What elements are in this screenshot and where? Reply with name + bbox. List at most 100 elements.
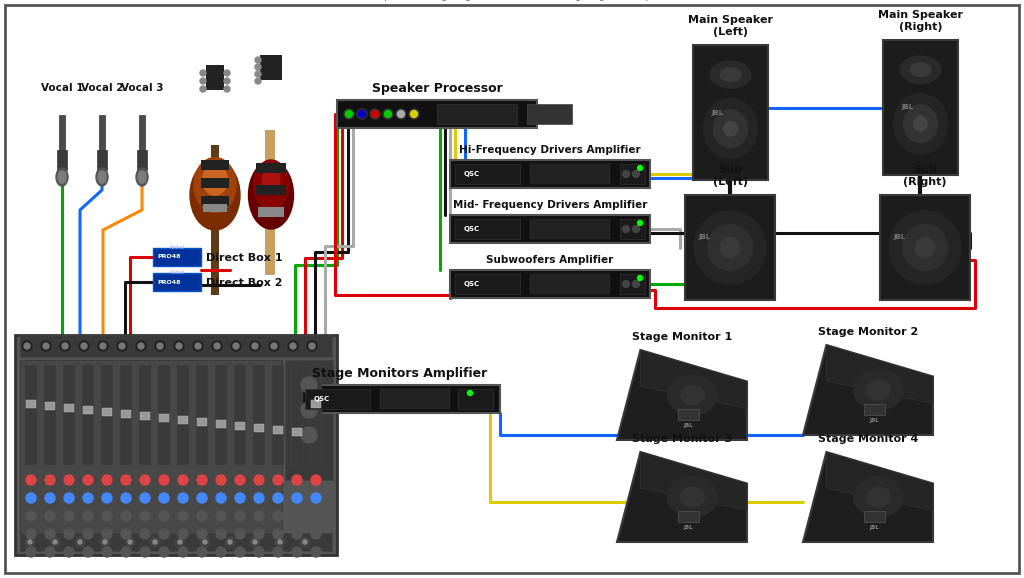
- Circle shape: [638, 165, 642, 171]
- Circle shape: [45, 547, 55, 557]
- Ellipse shape: [190, 160, 240, 230]
- Circle shape: [197, 511, 207, 521]
- Text: Speaker Processor: Speaker Processor: [372, 82, 503, 95]
- Circle shape: [358, 110, 366, 117]
- Circle shape: [176, 343, 182, 349]
- Circle shape: [197, 547, 207, 557]
- Bar: [102, 408, 112, 416]
- Circle shape: [233, 343, 239, 349]
- Bar: [57, 150, 67, 170]
- Text: Vocal 1: Vocal 1: [41, 83, 83, 93]
- Bar: [63, 365, 75, 465]
- Bar: [101, 365, 113, 465]
- Circle shape: [102, 475, 112, 485]
- Text: JBL: JBL: [684, 423, 693, 428]
- Circle shape: [26, 511, 36, 521]
- Text: QSC: QSC: [464, 226, 480, 232]
- Bar: [620, 219, 645, 239]
- Circle shape: [214, 343, 220, 349]
- Text: Vocal 2: Vocal 2: [81, 83, 123, 93]
- Circle shape: [255, 64, 261, 70]
- Circle shape: [22, 341, 32, 351]
- Bar: [234, 422, 245, 430]
- Bar: [120, 365, 132, 465]
- Circle shape: [28, 540, 32, 544]
- Text: JBL: JBL: [902, 105, 913, 110]
- Circle shape: [197, 529, 207, 539]
- Text: JBL: JBL: [869, 525, 880, 530]
- Circle shape: [224, 86, 230, 92]
- Circle shape: [254, 547, 264, 557]
- Bar: [153, 248, 201, 266]
- Circle shape: [234, 547, 245, 557]
- Circle shape: [53, 540, 57, 544]
- Bar: [26, 400, 36, 408]
- Bar: [196, 365, 208, 465]
- Circle shape: [153, 540, 157, 544]
- Circle shape: [60, 341, 70, 351]
- Bar: [206, 65, 224, 90]
- Circle shape: [81, 343, 87, 349]
- Text: JBL: JBL: [684, 525, 693, 530]
- Circle shape: [26, 547, 36, 557]
- Bar: [201, 178, 229, 188]
- Circle shape: [102, 547, 112, 557]
- Ellipse shape: [866, 487, 890, 507]
- Circle shape: [254, 493, 264, 503]
- Circle shape: [292, 475, 302, 485]
- Circle shape: [384, 110, 391, 117]
- Circle shape: [273, 547, 283, 557]
- Text: Direct Box 1: Direct Box 1: [206, 253, 283, 263]
- Circle shape: [83, 547, 93, 557]
- Circle shape: [83, 475, 93, 485]
- Bar: [864, 512, 885, 522]
- Circle shape: [140, 511, 150, 521]
- Ellipse shape: [138, 171, 146, 183]
- Circle shape: [195, 343, 201, 349]
- Circle shape: [357, 109, 367, 119]
- Circle shape: [275, 537, 285, 547]
- Bar: [291, 365, 303, 465]
- Bar: [272, 365, 284, 465]
- Circle shape: [292, 529, 302, 539]
- Bar: [82, 365, 94, 465]
- Circle shape: [216, 475, 226, 485]
- Circle shape: [216, 511, 226, 521]
- Bar: [437, 104, 517, 124]
- Bar: [450, 160, 650, 188]
- Bar: [20, 360, 282, 550]
- Bar: [620, 164, 645, 184]
- Circle shape: [292, 493, 302, 503]
- Ellipse shape: [902, 224, 947, 271]
- Text: QSC: QSC: [464, 281, 480, 287]
- Circle shape: [140, 547, 150, 557]
- Ellipse shape: [668, 477, 717, 517]
- Circle shape: [121, 475, 131, 485]
- Circle shape: [273, 529, 283, 539]
- Bar: [455, 219, 520, 239]
- Circle shape: [102, 511, 112, 521]
- Bar: [99, 115, 105, 150]
- Circle shape: [102, 529, 112, 539]
- Bar: [455, 164, 520, 184]
- Circle shape: [159, 475, 169, 485]
- Circle shape: [125, 537, 135, 547]
- Bar: [121, 410, 131, 418]
- Circle shape: [63, 547, 74, 557]
- Ellipse shape: [254, 160, 289, 210]
- Circle shape: [197, 475, 207, 485]
- Circle shape: [468, 391, 472, 395]
- Polygon shape: [640, 452, 746, 510]
- Circle shape: [234, 475, 245, 485]
- Bar: [258, 207, 284, 217]
- Circle shape: [224, 70, 230, 76]
- Bar: [215, 365, 227, 465]
- Bar: [260, 55, 282, 80]
- Bar: [158, 365, 170, 465]
- Circle shape: [174, 341, 184, 351]
- Ellipse shape: [889, 211, 961, 284]
- Text: Main Speaker
(Right): Main Speaker (Right): [878, 10, 963, 32]
- Text: Stage Monitor 1: Stage Monitor 1: [632, 332, 732, 342]
- Circle shape: [300, 537, 310, 547]
- Bar: [15, 335, 337, 555]
